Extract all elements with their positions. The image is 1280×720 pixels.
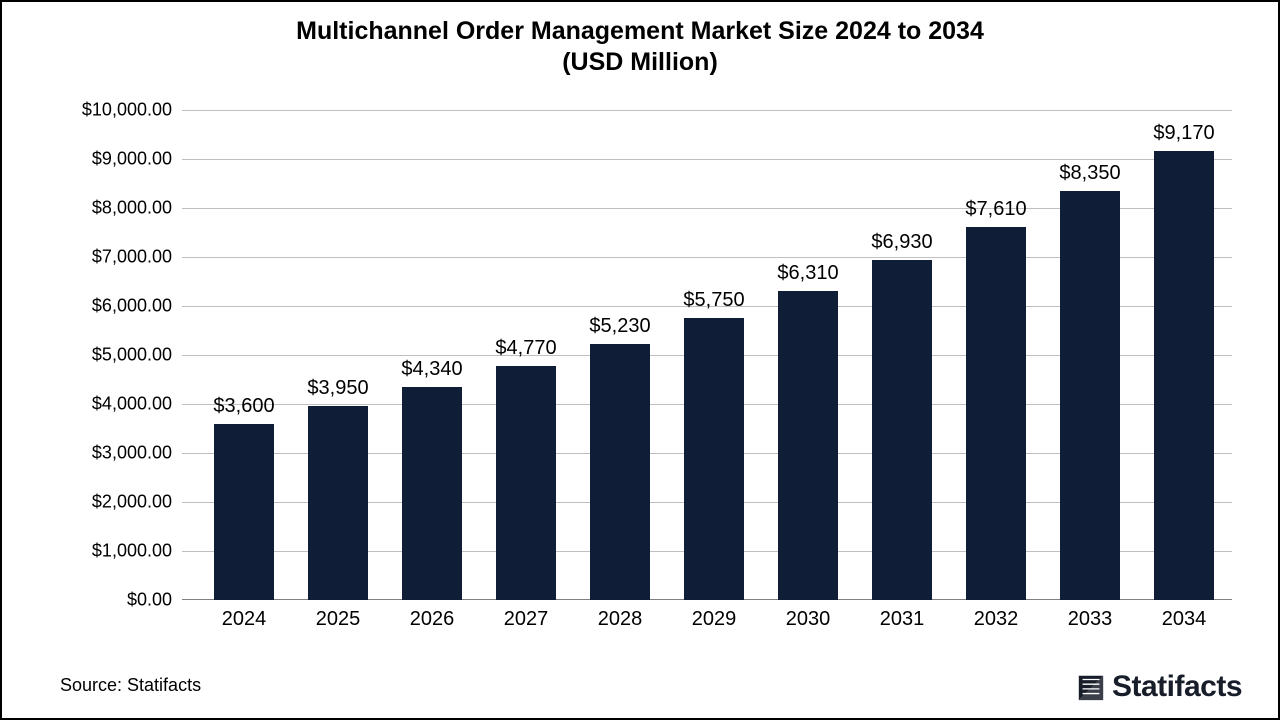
source-text: Source: Statifacts [60,675,201,696]
bar-value-label: $6,310 [748,262,868,285]
bar-value-label: $5,750 [654,289,774,312]
bar-value-label: $4,340 [372,358,492,381]
y-tick-label: $1,000.00 [92,541,172,562]
y-tick-label: $7,000.00 [92,247,172,268]
bar-value-label: $4,770 [466,337,586,360]
x-tick-label: 2034 [1134,608,1234,631]
chart-title-line2: (USD Million) [2,47,1278,78]
y-tick-label: $9,000.00 [92,149,172,170]
bar [496,366,556,600]
plot-area: $0.00$1,000.00$2,000.00$3,000.00$4,000.0… [182,110,1232,600]
chart-title: Multichannel Order Management Market Siz… [2,16,1278,79]
brand-icon [1076,672,1106,702]
bar-value-label: $5,230 [560,315,680,338]
grid-line [182,159,1232,160]
bar [1154,151,1214,600]
x-tick-label: 2030 [758,608,858,631]
bar [684,318,744,600]
brand-name: Statifacts [1112,670,1242,704]
bar-value-label: $7,610 [936,198,1056,221]
bar [308,406,368,600]
x-tick-label: 2031 [852,608,952,631]
y-tick-label: $0.00 [127,590,172,611]
bar [214,424,274,600]
x-tick-label: 2026 [382,608,482,631]
y-tick-label: $5,000.00 [92,345,172,366]
y-tick-label: $10,000.00 [82,100,172,121]
y-tick-label: $6,000.00 [92,296,172,317]
grid-line [182,110,1232,111]
x-tick-label: 2025 [288,608,388,631]
x-tick-label: 2027 [476,608,576,631]
x-tick-label: 2032 [946,608,1046,631]
y-tick-label: $2,000.00 [92,492,172,513]
bar [778,291,838,600]
bar [966,227,1026,600]
chart-frame: Multichannel Order Management Market Siz… [0,0,1280,720]
chart-title-line1: Multichannel Order Management Market Siz… [2,16,1278,47]
bar [402,387,462,600]
brand-logo: Statifacts [1076,670,1242,704]
bar [872,260,932,600]
x-tick-label: 2033 [1040,608,1140,631]
bar-value-label: $8,350 [1030,162,1150,185]
bar-value-label: $9,170 [1124,122,1244,145]
x-tick-label: 2029 [664,608,764,631]
bar [1060,191,1120,600]
y-tick-label: $4,000.00 [92,394,172,415]
y-tick-label: $3,000.00 [92,443,172,464]
bar [590,344,650,600]
y-tick-label: $8,000.00 [92,198,172,219]
x-tick-label: 2028 [570,608,670,631]
bar-value-label: $6,930 [842,231,962,254]
x-tick-label: 2024 [194,608,294,631]
